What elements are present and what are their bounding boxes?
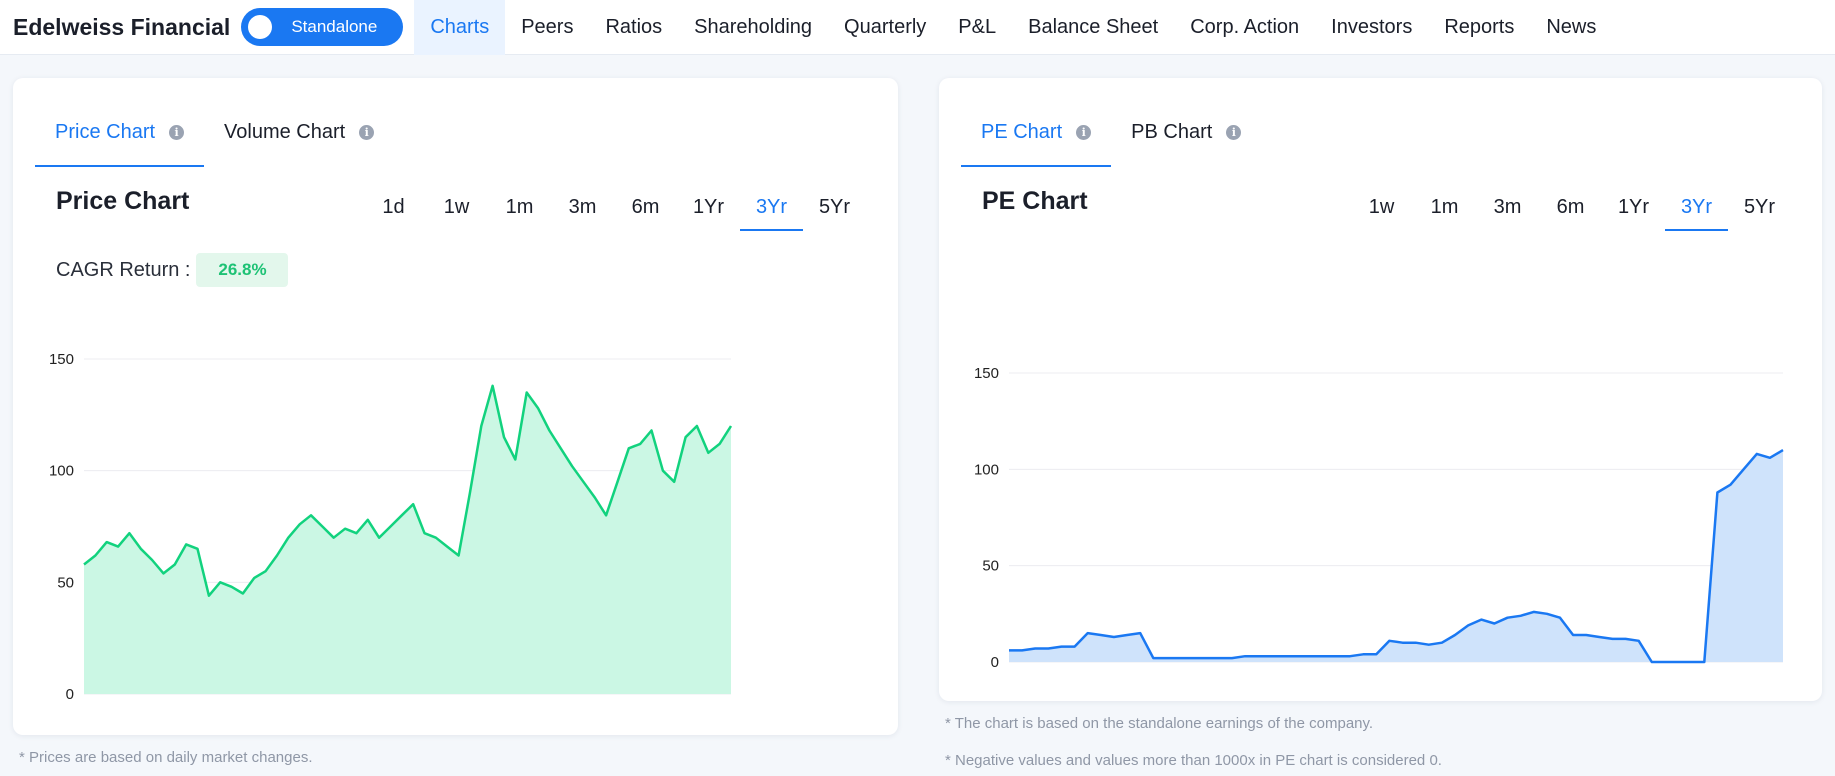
range-3m[interactable]: 3m: [1493, 195, 1522, 218]
standalone-toggle[interactable]: Standalone: [241, 8, 404, 46]
x-tick-label: Nov 2024: [1496, 696, 1560, 698]
pe-footnote-2: * Negative values and values more than 1…: [945, 752, 1442, 769]
x-tick-label: Nov 2022: [980, 696, 1044, 698]
toggle-knob: [248, 15, 273, 39]
toggle-label: Standalone: [291, 17, 378, 36]
pe-chart-card: PE Chart i PB Chart i PE Chart 1w 1m 3m 6m 1…: [939, 78, 1822, 701]
range-5yr[interactable]: 5Yr: [818, 195, 851, 218]
range-1yr[interactable]: 1Yr: [692, 195, 725, 218]
x-tick-label: May 2023: [1108, 696, 1174, 698]
range-1w[interactable]: 1w: [443, 195, 470, 218]
y-tick-label: 150: [49, 351, 74, 368]
company-name: Edelweiss Financial: [13, 13, 231, 40]
nav-item-p-l[interactable]: P&L: [958, 15, 997, 38]
x-tick-label: May 2025: [1624, 696, 1690, 698]
series-area: [84, 385, 731, 694]
y-tick-label: 0: [66, 686, 74, 703]
info-icon[interactable]: i: [1226, 125, 1242, 140]
tab-pb-chart[interactable]: PB Chart i: [1111, 108, 1261, 157]
price-chart-card: Price Chart i Volume Chart i Price Chart…: [13, 78, 898, 735]
x-tick-label: May 2024: [1366, 696, 1432, 698]
price-chart-title: Price Chart: [56, 187, 190, 215]
tab-pe-chart[interactable]: PE Chart i: [961, 108, 1112, 167]
range-3yr[interactable]: 3Yr: [740, 186, 803, 231]
tab-price-chart[interactable]: Price Chart i: [35, 108, 205, 167]
nav-item-shareholding[interactable]: Shareholding: [694, 15, 813, 38]
cagr-label: CAGR Return :: [56, 258, 191, 281]
pe-card-tabs: PE Chart i PB Chart i: [961, 108, 1261, 167]
y-tick-label: 150: [974, 365, 999, 382]
nav-item-ratios[interactable]: Ratios: [605, 15, 663, 38]
series-area: [1009, 450, 1783, 662]
nav-item-charts[interactable]: Charts: [414, 0, 506, 55]
pe-footnote-1: * The chart is based on the standalone e…: [945, 715, 1374, 732]
price-card-tabs: Price Chart i Volume Chart i: [35, 108, 394, 167]
range-6m[interactable]: 6m: [631, 195, 660, 218]
tab-volume-chart[interactable]: Volume Chart i: [204, 108, 394, 157]
range-1yr[interactable]: 1Yr: [1617, 195, 1650, 218]
range-1m[interactable]: 1m: [1430, 195, 1459, 218]
nav-item-corp-action[interactable]: Corp. Action: [1190, 15, 1300, 38]
nav-item-reports[interactable]: Reports: [1444, 15, 1515, 38]
range-5yr[interactable]: 5Yr: [1743, 195, 1776, 218]
pe-range-selector: 1w 1m 3m 6m 1Yr 3Yr 5Yr: [1350, 186, 1791, 231]
tab-volume-chart-label: Volume Chart: [224, 121, 346, 143]
pe-chart-title: PE Chart: [982, 187, 1088, 215]
series-line: [1009, 449, 1784, 664]
nav-item-news[interactable]: News: [1546, 15, 1597, 38]
x-tick-label: Nov 2023: [1238, 696, 1302, 698]
range-1d[interactable]: 1d: [382, 195, 405, 218]
range-3m[interactable]: 3m: [568, 195, 597, 218]
y-tick-label: 100: [974, 461, 999, 478]
price-range-selector: 1d 1w 1m 3m 6m 1Yr 3Yr 5Yr: [362, 186, 866, 231]
range-6m[interactable]: 6m: [1556, 195, 1585, 218]
range-3yr[interactable]: 3Yr: [1665, 186, 1728, 231]
range-1m[interactable]: 1m: [505, 195, 534, 218]
price-footnote: * Prices are based on daily market chang…: [19, 749, 313, 766]
nav-item-quarterly[interactable]: Quarterly: [844, 15, 927, 38]
top-navigation-bar: Edelweiss Financial Standalone Charts Pee…: [0, 0, 1835, 55]
tab-pe-chart-label: PE Chart: [981, 121, 1063, 143]
tab-price-chart-label: Price Chart: [55, 121, 156, 143]
series-line: [83, 384, 733, 597]
range-1w[interactable]: 1w: [1368, 195, 1395, 218]
tab-pb-chart-label: PB Chart: [1131, 121, 1213, 143]
info-icon[interactable]: i: [169, 125, 185, 140]
cagr-value-badge: 26.8%: [196, 253, 289, 287]
y-tick-label: 50: [982, 558, 999, 575]
main-nav: Charts Peers Ratios Shareholding Quarterly P&…: [414, 0, 1612, 55]
price-chart[interactable]: 050100150Nov 2022May 2023Nov 2023May 202…: [13, 300, 898, 720]
info-icon[interactable]: i: [359, 125, 375, 140]
y-tick-label: 0: [991, 654, 999, 671]
y-tick-label: 100: [49, 463, 74, 480]
nav-item-peers[interactable]: Peers: [521, 15, 574, 38]
nav-item-investors[interactable]: Investors: [1331, 15, 1413, 38]
y-tick-label: 50: [57, 574, 74, 591]
cagr-return: CAGR Return : 26.8%: [56, 253, 289, 287]
pe-chart[interactable]: 0 50 100 150 Nov 2022 May 2023 Nov 2023 May 202…: [939, 278, 1822, 698]
nav-item-balance-sheet[interactable]: Balance Sheet: [1028, 15, 1159, 38]
info-icon[interactable]: i: [1076, 125, 1092, 140]
